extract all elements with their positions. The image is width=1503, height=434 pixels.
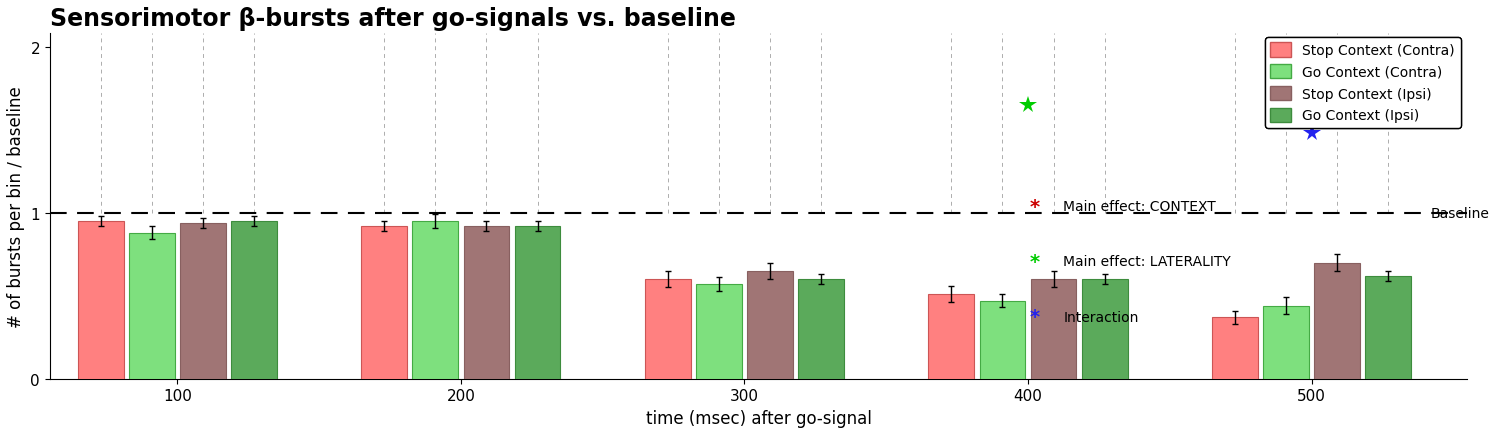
Text: Main effect: CONTEXT: Main effect: CONTEXT: [1064, 200, 1216, 214]
Bar: [129, 233, 174, 379]
Bar: [78, 221, 123, 379]
Bar: [231, 221, 277, 379]
Bar: [1211, 318, 1258, 379]
Bar: [929, 294, 974, 379]
Bar: [1082, 279, 1127, 379]
Text: *: *: [1030, 197, 1040, 216]
Text: Interaction: Interaction: [1064, 310, 1139, 324]
Text: Main effect: LATERALITY: Main effect: LATERALITY: [1064, 255, 1231, 269]
Text: Sensorimotor β-bursts after go-signals vs. baseline: Sensorimotor β-bursts after go-signals v…: [50, 7, 736, 31]
Text: *: *: [1030, 252, 1040, 271]
Text: *: *: [1030, 307, 1040, 326]
Y-axis label: # of bursts per bin / baseline: # of bursts per bin / baseline: [8, 86, 26, 327]
Bar: [1263, 306, 1309, 379]
Bar: [1365, 276, 1411, 379]
Bar: [361, 227, 407, 379]
Bar: [696, 284, 742, 379]
Bar: [463, 227, 510, 379]
Bar: [180, 223, 225, 379]
Bar: [798, 279, 845, 379]
X-axis label: time (msec) after go-signal: time (msec) after go-signal: [646, 409, 872, 427]
Bar: [514, 227, 561, 379]
Legend: Stop Context (Contra), Go Context (Contra), Stop Context (Ipsi), Go Context (Ips: Stop Context (Contra), Go Context (Contr…: [1266, 38, 1461, 128]
Bar: [747, 271, 794, 379]
Text: Baseline: Baseline: [1431, 206, 1489, 220]
Bar: [980, 301, 1025, 379]
Bar: [645, 279, 691, 379]
Bar: [412, 221, 458, 379]
Bar: [1314, 263, 1360, 379]
Bar: [1031, 279, 1076, 379]
